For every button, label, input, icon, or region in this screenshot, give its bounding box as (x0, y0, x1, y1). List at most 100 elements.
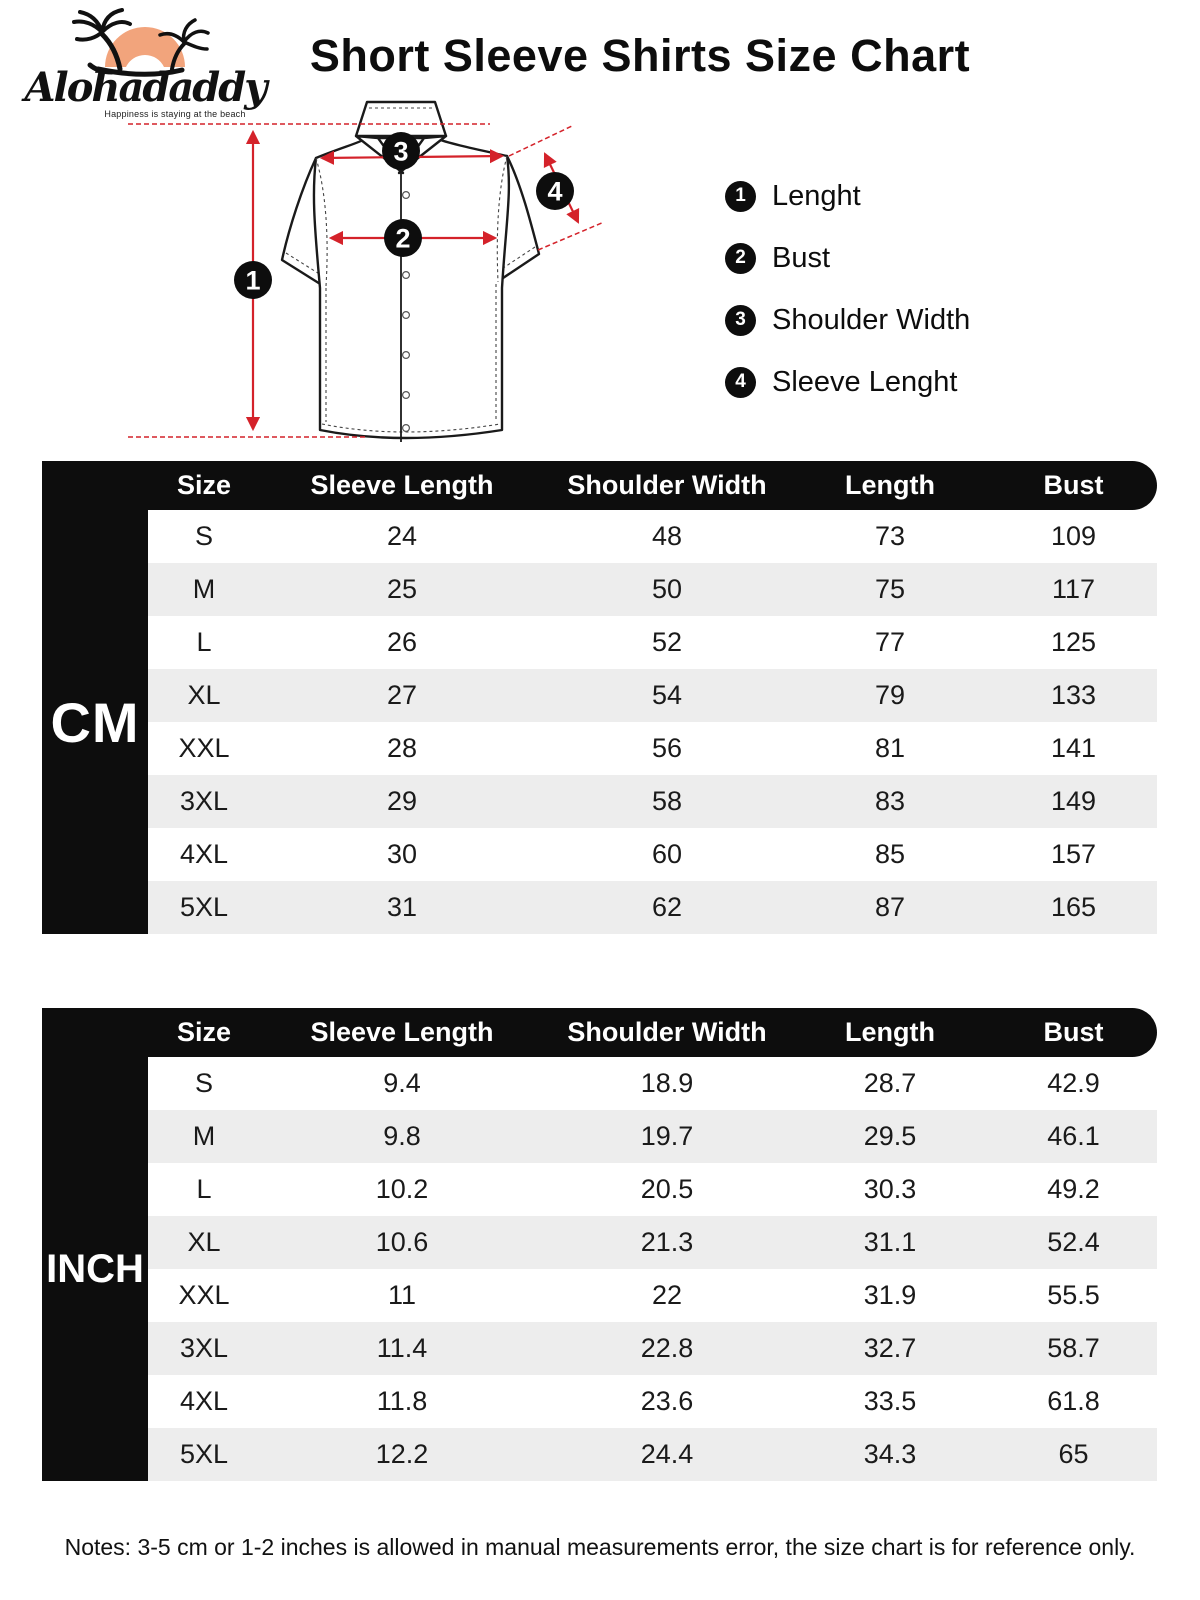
measurement-cell: 109 (1050, 521, 1097, 551)
measurement-cell: 62 (651, 892, 683, 922)
table-row: 5XL 31 62 87 165 (148, 881, 1157, 934)
measurement-cell: 49.2 (1047, 1174, 1100, 1204)
palm-tree-left-icon (72, 8, 132, 72)
measurement-cell: 58 (651, 786, 683, 816)
shirt-body-outline (312, 136, 511, 440)
measurement-cell: 19.7 (640, 1121, 694, 1151)
sun-arch-shape (105, 27, 185, 67)
table-row: XL 27 54 79 133 (148, 669, 1157, 722)
measurement-cell: 54 (651, 680, 683, 710)
measurement-cell: 18.9 (640, 1068, 694, 1098)
measurement-cell: 85 (874, 839, 906, 869)
measurement-cell: 149 (1050, 786, 1097, 816)
size-label-cell: M (192, 1121, 216, 1151)
measurement-cell: 25 (386, 574, 418, 604)
legend-item-bust: 2 Bust (725, 240, 970, 276)
unit-label-cm: CM (42, 510, 148, 934)
measurement-cell: 50 (651, 574, 683, 604)
measurement-cell: 10.2 (375, 1174, 429, 1204)
measurement-cell: 22 (651, 1280, 683, 1310)
page-title: Short Sleeve Shirts Size Chart (309, 30, 971, 81)
measurement-cell: 117 (1051, 574, 1096, 604)
measurement-cell: 32.7 (863, 1333, 917, 1363)
measurement-cell: 11.8 (376, 1386, 428, 1416)
size-label-cell: XL (187, 1227, 221, 1257)
measurement-cell: 22.8 (640, 1333, 694, 1363)
svg-text:4: 4 (547, 177, 562, 207)
measurement-cell: 33.5 (863, 1386, 917, 1416)
table-body: S 9.4 18.9 28.7 42.9 M 9.8 19.7 29.5 46.1 L 10.2 20.… (148, 1057, 1157, 1481)
column-header: Shoulder Width (567, 1017, 767, 1047)
legend-number-badge: 1 (725, 180, 756, 212)
table-row: XXL 28 56 81 141 (148, 722, 1157, 775)
measurement-cell: 11 (387, 1280, 417, 1310)
size-label-cell: XL (187, 680, 221, 710)
measurement-cell: 28.7 (863, 1068, 917, 1098)
size-label-cell: 3XL (179, 786, 229, 816)
size-label-cell: XXL (178, 1280, 230, 1310)
measurement-cell: 31.9 (863, 1280, 917, 1310)
size-label-cell: 5XL (179, 892, 229, 922)
size-label-cell: 4XL (179, 1386, 229, 1416)
measurement-cell: 133 (1050, 680, 1097, 710)
column-header: Shoulder Width (567, 470, 767, 500)
brand-name: Alohadaddy (24, 64, 268, 111)
size-label-cell: S (194, 521, 213, 551)
size-table-cm: Size Sleeve Length Shoulder Width Length Bus… (42, 461, 1157, 934)
measurement-cell: 81 (874, 733, 906, 763)
table-row: 3XL 11.4 22.8 32.7 58.7 (148, 1322, 1157, 1375)
size-label-cell: 5XL (179, 1439, 229, 1469)
measurement-cell: 23.6 (640, 1386, 694, 1416)
measurement-cell: 30.3 (863, 1174, 917, 1204)
table-row: L 10.2 20.5 30.3 49.2 (148, 1163, 1157, 1216)
measurement-cell: 26 (386, 627, 418, 657)
measurement-cell: 20.5 (640, 1174, 694, 1204)
buttons (402, 190, 411, 433)
svg-text:1: 1 (245, 266, 260, 296)
measurement-cell: 79 (874, 680, 906, 710)
measurement-cell: 34.3 (863, 1439, 917, 1469)
measurement-cell: 42.9 (1047, 1068, 1100, 1098)
legend-number-badge: 4 (725, 366, 756, 398)
table-header-row: Size Sleeve Length Shoulder Width Length Bus… (42, 1008, 1157, 1057)
measurement-cell: 52 (651, 627, 683, 657)
column-header: Sleeve Length (310, 1017, 494, 1047)
shirt-measurement-diagram: 1 2 3 4 (128, 100, 605, 442)
size-label-cell: XXL (178, 733, 230, 763)
measurement-cell: 83 (874, 786, 906, 816)
measurement-cell: 31 (386, 892, 418, 922)
table-row: M 25 50 75 117 (148, 563, 1157, 616)
measurement-cell: 9.4 (383, 1068, 421, 1098)
table-body: S 24 48 73 109 M 25 50 75 117 L 26 52 77 125 XL 27 54 79 13… (148, 510, 1157, 934)
measurement-cell: 29.5 (863, 1121, 917, 1151)
table-row: S 24 48 73 109 (148, 510, 1157, 563)
table-row: XXL 11 22 31.9 55.5 (148, 1269, 1157, 1322)
palm-tree-right-icon (158, 18, 210, 71)
size-label-cell: S (194, 1068, 213, 1098)
size-label-cell: 3XL (179, 1333, 229, 1363)
measurement-cell: 21.3 (640, 1227, 694, 1257)
measurement-cell: 60 (651, 839, 683, 869)
legend-label: Bust (772, 241, 831, 274)
legend-label: Shoulder Width (772, 303, 971, 336)
measurement-cell: 29 (386, 786, 418, 816)
size-label-cell: M (192, 574, 216, 604)
measurement-cell: 24.4 (640, 1439, 694, 1469)
measurement-cell: 52.4 (1047, 1227, 1100, 1257)
column-header: Length (845, 1017, 935, 1047)
table-row: 4XL 30 60 85 157 (148, 828, 1157, 881)
measurement-cell: 58.7 (1047, 1333, 1100, 1363)
measurement-cell: 77 (874, 627, 906, 657)
table-row: 4XL 11.8 23.6 33.5 61.8 (148, 1375, 1157, 1428)
measurement-cell: 11.4 (376, 1333, 428, 1363)
measurement-cell: 55.5 (1047, 1280, 1100, 1310)
measurement-cell: 46.1 (1047, 1121, 1100, 1151)
measurement-cell: 28 (386, 733, 418, 763)
column-header: Bust (1043, 1017, 1104, 1047)
brand-tagline: Happiness is staying at the beach (104, 109, 246, 119)
measurement-legend: 1 Lenght 2 Bust 3 Shoulder Width 4 Sleev… (725, 178, 970, 426)
measurement-cell: 9.8 (383, 1121, 421, 1151)
measurement-number-badges: 1 2 3 4 (234, 132, 574, 299)
measurement-cell: 56 (651, 733, 683, 763)
measurement-cell: 65 (1058, 1439, 1089, 1469)
